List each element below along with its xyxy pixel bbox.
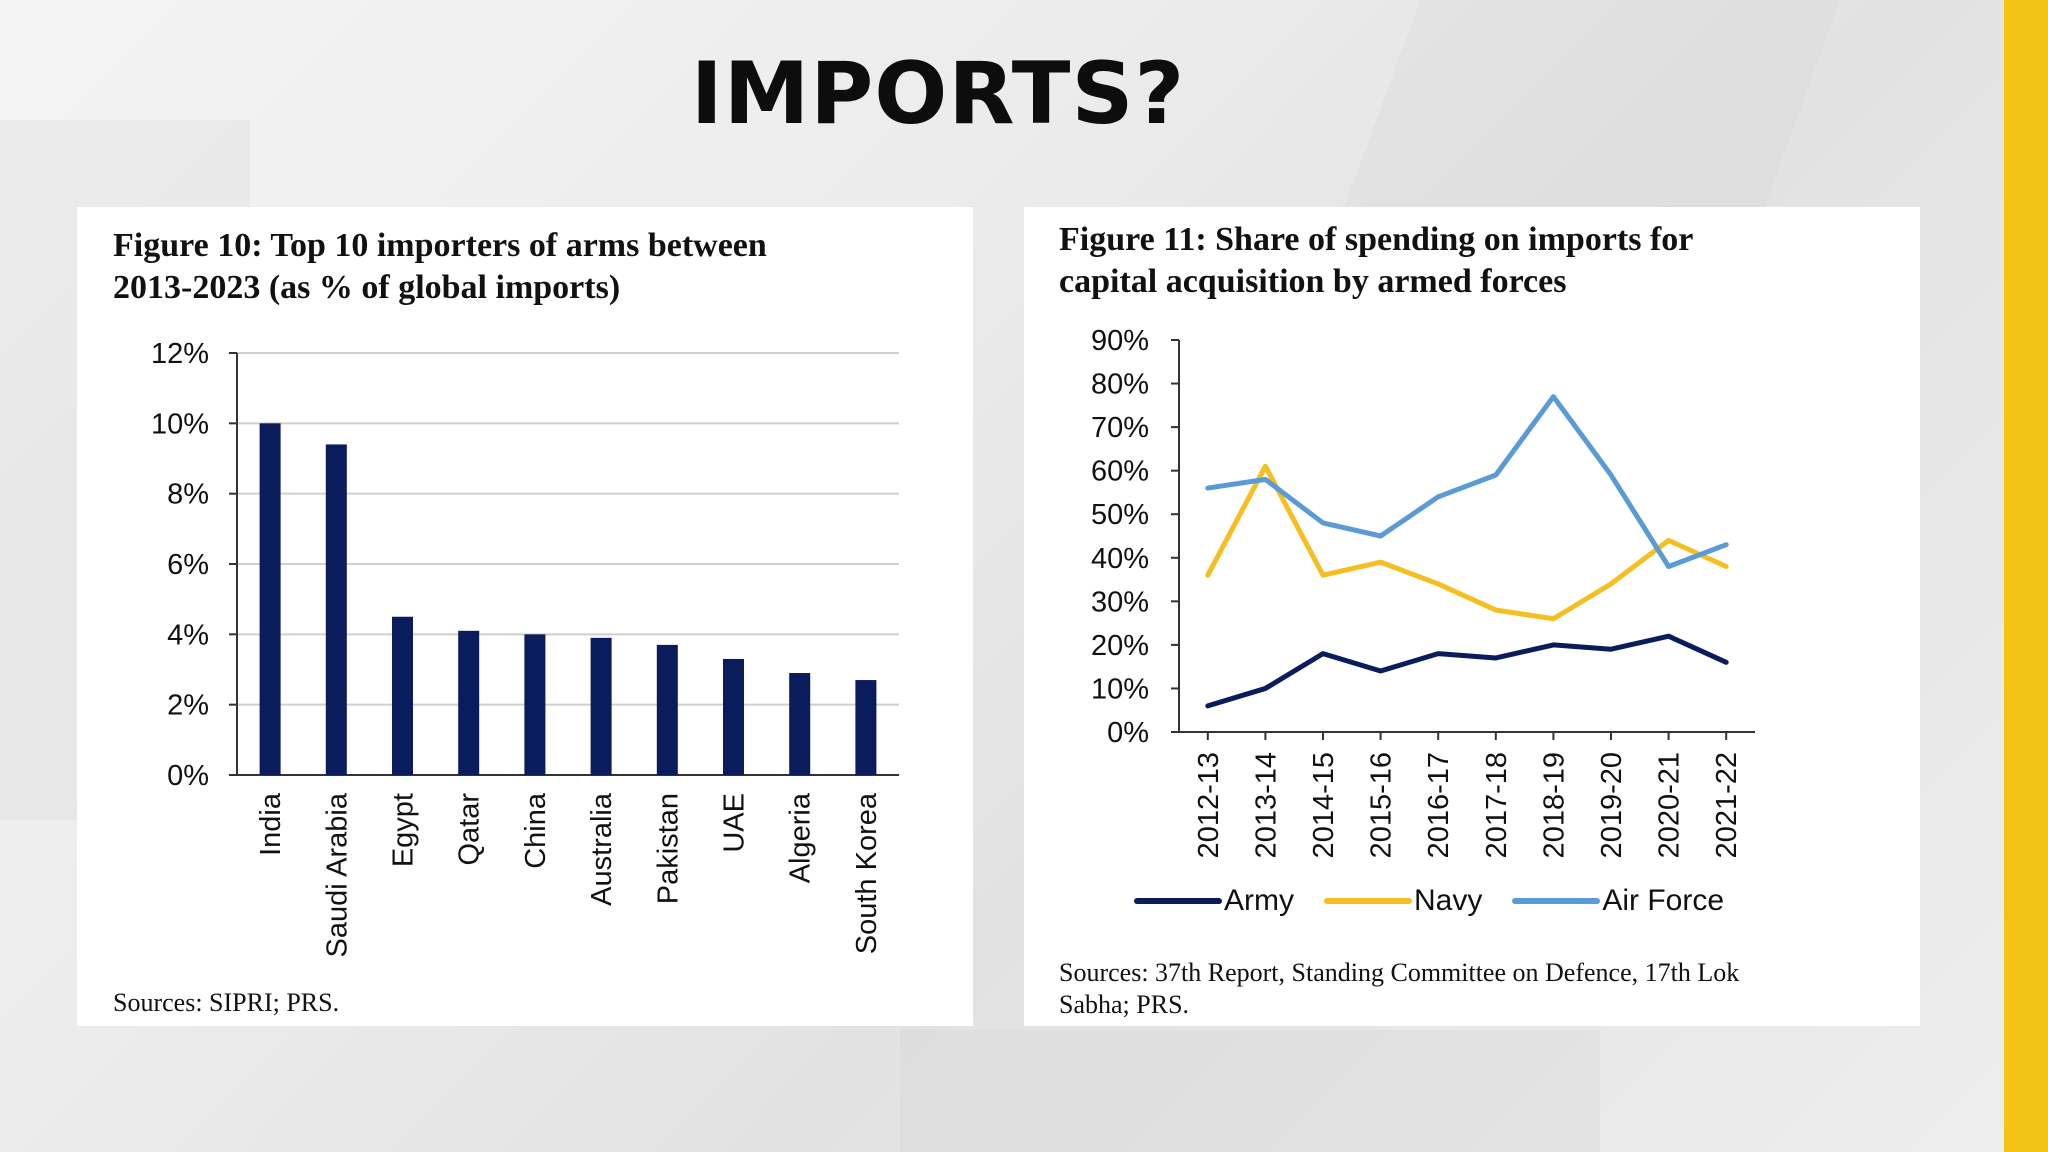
figure10-title-line2: 2013-2023 (as % of global imports) xyxy=(113,269,621,306)
legend-item-army: Army xyxy=(1134,884,1294,918)
legend-label: Air Force xyxy=(1602,884,1725,917)
figure11-title: Figure 11: Share of spending on imports … xyxy=(1059,219,1693,303)
bar xyxy=(524,634,546,775)
y-tick-label: 8% xyxy=(167,479,209,511)
legend-swatch xyxy=(1324,898,1412,904)
x-tick-label: 2021-22 xyxy=(1711,752,1743,858)
bar xyxy=(656,644,678,775)
x-tick-label: Australia xyxy=(586,792,618,906)
figure11-panel: Figure 11: Share of spending on imports … xyxy=(1024,207,1920,1026)
accent-bar xyxy=(2004,0,2048,1152)
figure10-bar-chart: 0% 2% 4% 6% 8% 10% 12% India Saudi Arabia Egypt Qa… xyxy=(151,338,899,957)
bar xyxy=(590,637,612,775)
series-line-navy xyxy=(1205,463,1729,622)
y-tick-label: 6% xyxy=(167,549,209,581)
y-tick-label: 80% xyxy=(1091,369,1149,401)
x-tick-label: South Korea xyxy=(851,792,883,954)
x-tick-label: UAE xyxy=(719,793,751,853)
x-tick-label: 2014-15 xyxy=(1308,752,1340,858)
bar xyxy=(458,630,480,775)
y-tick-label: 10% xyxy=(151,408,209,440)
x-tick-label: Algeria xyxy=(785,792,817,883)
y-tick-label: 70% xyxy=(1091,412,1149,444)
y-tick-label: 0% xyxy=(1107,717,1149,749)
figure10-source: Sources: SIPRI; PRS. xyxy=(113,988,340,1017)
figure11-source-line2: Sabha; PRS. xyxy=(1059,990,1190,1019)
x-tick-label: 2018-19 xyxy=(1538,752,1570,858)
legend-label: Navy xyxy=(1414,884,1483,917)
bar xyxy=(855,680,877,775)
x-tick-label: Qatar xyxy=(454,793,486,866)
y-tick-label: 0% xyxy=(167,760,209,792)
x-tick-label: 2020-21 xyxy=(1654,752,1686,858)
figure11-title-line2: capital acquisition by armed forces xyxy=(1059,263,1567,300)
y-tick-label: 12% xyxy=(151,338,209,370)
bar xyxy=(789,673,811,775)
y-tick-label: 40% xyxy=(1091,543,1149,575)
x-tick-label: Pakistan xyxy=(652,793,684,904)
y-tick-label: 30% xyxy=(1091,586,1149,618)
bar xyxy=(392,616,413,775)
figure10-title-line1: Figure 10: Top 10 importers of arms betw… xyxy=(113,227,767,264)
y-tick-label: 10% xyxy=(1091,673,1149,705)
series-line-air-force xyxy=(1205,394,1729,569)
x-tick-label: 2016-17 xyxy=(1423,752,1455,858)
legend-label: Army xyxy=(1224,884,1294,917)
x-tick-label: China xyxy=(520,792,552,869)
x-tick-label: Egypt xyxy=(388,793,420,867)
figure11-source-line1: Sources: 37th Report, Standing Committee… xyxy=(1059,958,1740,987)
page-title: IMPORTS? xyxy=(690,44,1186,144)
figure11-legend: Army Navy Air Force xyxy=(1134,881,1754,921)
x-tick-label: Saudi Arabia xyxy=(321,792,353,957)
x-tick-label: 2013-14 xyxy=(1250,752,1282,858)
y-tick-label: 2% xyxy=(167,690,209,722)
x-tick-label: 2012-13 xyxy=(1193,752,1225,858)
background-building-shape xyxy=(900,1030,1600,1152)
legend-swatch xyxy=(1512,898,1601,904)
y-tick-label: 20% xyxy=(1091,630,1149,662)
bar xyxy=(259,423,281,775)
y-tick-label: 60% xyxy=(1091,456,1149,488)
legend-item-navy: Navy xyxy=(1324,884,1482,918)
bar xyxy=(325,444,347,775)
legend-item-air-force: Air Force xyxy=(1512,884,1724,918)
x-tick-label: India xyxy=(255,792,287,856)
x-tick-label: 2019-20 xyxy=(1596,752,1628,858)
figure11-source: Sources: 37th Report, Standing Committee… xyxy=(1059,957,1739,1021)
legend-swatch xyxy=(1134,898,1222,904)
y-tick-label: 90% xyxy=(1091,325,1149,357)
x-tick-label: 2017-18 xyxy=(1481,752,1513,858)
y-tick-label: 4% xyxy=(167,619,209,651)
bar xyxy=(723,658,744,775)
figure10-panel: Figure 10: Top 10 importers of arms betw… xyxy=(77,207,973,1026)
x-tick-label: 2015-16 xyxy=(1366,752,1398,858)
figure10-title: Figure 10: Top 10 importers of arms betw… xyxy=(113,225,767,309)
figure11-line-chart: 0% 10% 20% 30% 40% 50% 60% 70% 80% 90% 2012-13 2013… xyxy=(1091,325,1755,858)
figure11-title-line1: Figure 11: Share of spending on imports … xyxy=(1059,221,1694,258)
y-tick-label: 50% xyxy=(1091,499,1149,531)
series-line-army xyxy=(1205,633,1729,709)
